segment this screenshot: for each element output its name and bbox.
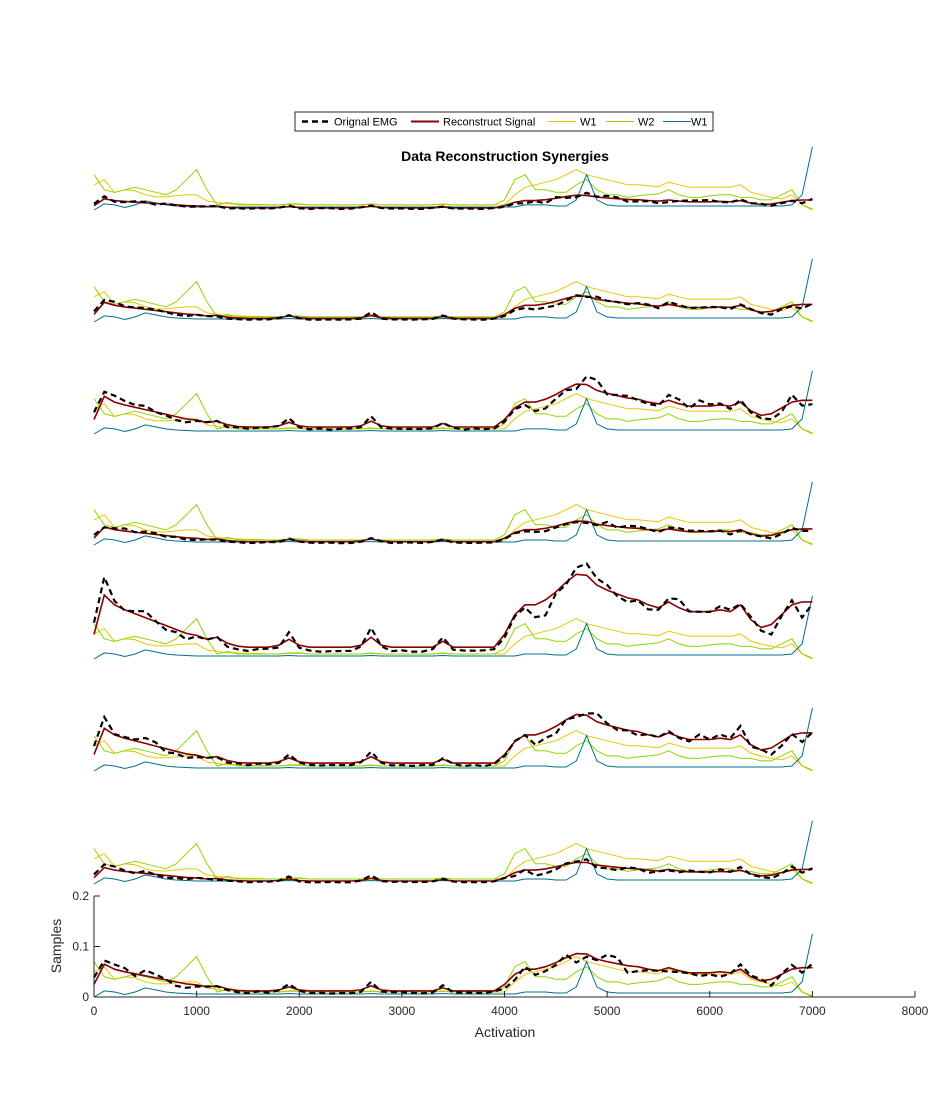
y-tick-label: 0	[82, 990, 89, 1004]
x-tick-label: 5000	[594, 1004, 621, 1018]
legend-label-w1: W1	[580, 117, 597, 129]
x-tick-label: 7000	[799, 1004, 826, 1018]
legend-box	[294, 111, 714, 132]
subplot-row	[93, 258, 813, 323]
legend-label-reconstruct-signal: Reconstruct Signal	[443, 117, 535, 129]
original-emg-trace	[93, 858, 813, 884]
legend-label-w1-second: W1	[691, 117, 708, 129]
y-ticks: 0 0.1 0.2	[72, 889, 100, 1004]
original-emg-trace	[93, 294, 813, 321]
original-emg-trace	[93, 191, 813, 211]
original-emg-trace	[93, 520, 813, 545]
y-axis-label: Samples	[48, 919, 64, 973]
w2-trace	[93, 729, 813, 771]
reconstruct-signal-trace	[93, 952, 813, 992]
subplot-row	[93, 933, 814, 998]
w1-second-trace	[93, 707, 813, 772]
axes: 0 1000 2000 3000 4000 5000 6000 7000 8000 0 0.1 0.…	[48, 889, 929, 1040]
subplot-row	[93, 481, 813, 546]
w2-trace	[93, 392, 813, 434]
w1-trace	[93, 393, 813, 435]
x-tick-label: 4000	[491, 1004, 518, 1018]
w1-second-trace	[93, 258, 813, 323]
reconstruct-signal-trace	[93, 713, 813, 764]
w2-trace	[93, 842, 813, 884]
w1-second-trace	[93, 820, 813, 885]
w2-trace	[93, 280, 813, 322]
w1-second-trace	[93, 595, 813, 660]
subplot-row	[93, 146, 813, 211]
x-ticks: 0 1000 2000 3000 4000 5000 6000 7000 8000	[91, 991, 929, 1018]
original-emg-trace	[93, 375, 813, 431]
subplot-row	[92, 707, 814, 772]
legend-label-w2: W2	[638, 117, 655, 129]
y-tick-label: 0.1	[72, 940, 89, 954]
plot-traces	[92, 146, 814, 998]
x-tick-label: 6000	[696, 1004, 723, 1018]
subplot-row	[93, 820, 813, 885]
chart-title: Data Reconstruction Synergies	[401, 148, 609, 164]
x-tick-label: 8000	[902, 1004, 929, 1018]
w2-trace	[93, 617, 813, 659]
subplot-row	[93, 370, 813, 435]
x-tick-label: 0	[91, 1004, 98, 1018]
subplot-row	[92, 562, 814, 660]
w2-trace	[93, 168, 813, 210]
reconstruct-signal-trace	[93, 573, 813, 648]
w1-second-trace	[93, 933, 813, 998]
w1-trace	[93, 169, 813, 211]
original-emg-trace	[93, 953, 814, 995]
x-tick-label: 3000	[389, 1004, 416, 1018]
y-tick-label: 0.2	[72, 889, 89, 903]
legend: Orignal EMG Reconstruct Signal W1 W2 W1	[294, 111, 714, 132]
w1-second-trace	[93, 481, 813, 546]
w1-second-trace	[93, 370, 813, 435]
x-tick-label: 2000	[286, 1004, 313, 1018]
x-tick-label: 1000	[183, 1004, 210, 1018]
legend-label-original-emg: Orignal EMG	[334, 117, 398, 129]
x-axis-label: Activation	[475, 1024, 536, 1040]
original-emg-trace	[92, 562, 814, 653]
